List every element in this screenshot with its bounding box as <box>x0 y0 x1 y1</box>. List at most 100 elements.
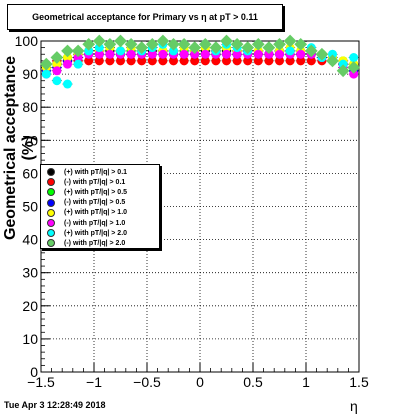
data-point <box>137 56 147 66</box>
legend-entry: (-) with pT/|q| > 1.0 <box>47 218 159 228</box>
data-point <box>167 37 180 51</box>
data-point <box>306 56 316 66</box>
legend-marker <box>47 219 55 228</box>
y-tick-label: 70 <box>22 132 38 148</box>
data-point <box>126 49 136 59</box>
data-point <box>198 37 212 51</box>
data-point <box>126 56 136 66</box>
data-point <box>124 37 138 51</box>
legend-marker <box>47 198 55 207</box>
data-point <box>190 49 200 59</box>
data-point <box>190 56 200 66</box>
x-tick-label: 1.5 <box>349 374 369 390</box>
legend-label: (+) with pT/|q| > 1.0 <box>64 209 128 217</box>
y-tick-label: 0 <box>30 364 38 380</box>
data-point <box>52 76 62 86</box>
axes: −1.5 −1 −0.5 0 0.5 1 1.5 0 10 20 30 40 50 60 70 80 90 100 <box>15 33 369 390</box>
data-point <box>275 49 284 59</box>
data-point <box>147 49 157 59</box>
data-point <box>211 56 221 66</box>
data-point <box>296 56 306 66</box>
data-point <box>177 37 191 51</box>
data-point <box>296 49 306 59</box>
data-point <box>262 41 276 54</box>
data-point <box>230 37 244 51</box>
legend: (+) with pT/|q| > 0.1 (-) with pT/|q| > 0… <box>40 164 160 249</box>
data-point <box>232 49 242 59</box>
data-point <box>209 41 223 54</box>
x-tick-label: −0.5 <box>133 374 161 390</box>
data-point <box>94 49 104 59</box>
data-point <box>63 79 72 89</box>
data-point <box>71 44 85 58</box>
data-point <box>188 41 202 54</box>
data-point <box>145 37 159 51</box>
data-point <box>283 34 297 48</box>
data-point <box>251 37 265 51</box>
data-point <box>41 69 51 79</box>
data-point <box>275 56 284 66</box>
legend-marker <box>47 178 55 187</box>
data-point <box>347 61 361 74</box>
data-point <box>52 59 62 69</box>
timestamp: Tue Apr 3 12:28:49 2018 <box>4 400 106 410</box>
y-tick-label: 100 <box>15 33 39 49</box>
data-point <box>222 49 231 59</box>
data-point <box>304 44 318 58</box>
x-tick-label: −1.5 <box>27 374 55 390</box>
data-point <box>294 37 308 51</box>
chart-title: Geometrical acceptance for Primary vs η … <box>7 4 283 30</box>
data-point <box>220 34 233 48</box>
data-point <box>158 56 168 66</box>
x-tick-label: 0.5 <box>243 374 263 390</box>
legend-label: (-) with pT/|q| > 0.1 <box>64 178 126 186</box>
legend-entry: (+) with pT/|q| > 1.0 <box>47 208 159 218</box>
legend-marker <box>47 208 55 217</box>
data-point <box>273 37 286 51</box>
y-tick-label: 80 <box>22 99 38 115</box>
data-point <box>116 46 125 56</box>
data-point <box>285 46 295 56</box>
data-point <box>156 34 170 48</box>
legend-entry: (+) with pT/|q| > 2.0 <box>47 228 159 238</box>
data-point <box>105 56 115 66</box>
data-point <box>243 56 253 66</box>
y-tick-label: 90 <box>22 66 38 82</box>
legend-label: (-) with pT/|q| > 0.5 <box>64 199 126 207</box>
data-point <box>338 59 348 69</box>
legend-entry: (-) with pT/|q| > 0.5 <box>47 198 159 208</box>
data-point <box>135 41 149 54</box>
legend-marker <box>47 229 55 238</box>
data-point <box>326 54 339 68</box>
x-tick-label: 0 <box>196 374 204 390</box>
legend-entry: (-) with pT/|q| > 0.1 <box>47 177 159 187</box>
y-tick-label: 50 <box>22 199 38 215</box>
data-point <box>103 37 117 51</box>
y-tick-label: 30 <box>22 265 38 281</box>
y-tick-label: 60 <box>22 165 38 181</box>
data-point <box>114 34 127 48</box>
data-point <box>39 57 53 71</box>
data-point <box>253 56 263 66</box>
data-point <box>253 49 263 59</box>
data-point <box>147 56 157 66</box>
y-tick-label: 10 <box>22 331 38 347</box>
data-point <box>116 56 125 66</box>
data-point <box>52 66 62 76</box>
legend-label: (+) with pT/|q| > 2.0 <box>64 229 128 237</box>
data-point <box>200 56 210 66</box>
data-point <box>315 47 329 61</box>
data-point <box>63 59 72 69</box>
data-point <box>73 53 83 63</box>
x-tick-label: 1 <box>302 374 310 390</box>
data-point <box>84 56 94 66</box>
legend-entry: (-) with pT/|q| > 2.0 <box>47 238 159 248</box>
y-axis-label: Geometrical acceptance (%) <box>2 55 37 241</box>
data-point <box>169 46 178 56</box>
data-point <box>82 37 96 51</box>
legend-marker <box>47 168 55 177</box>
data-point <box>179 56 189 66</box>
data-point <box>285 56 295 66</box>
data-point <box>349 69 359 79</box>
